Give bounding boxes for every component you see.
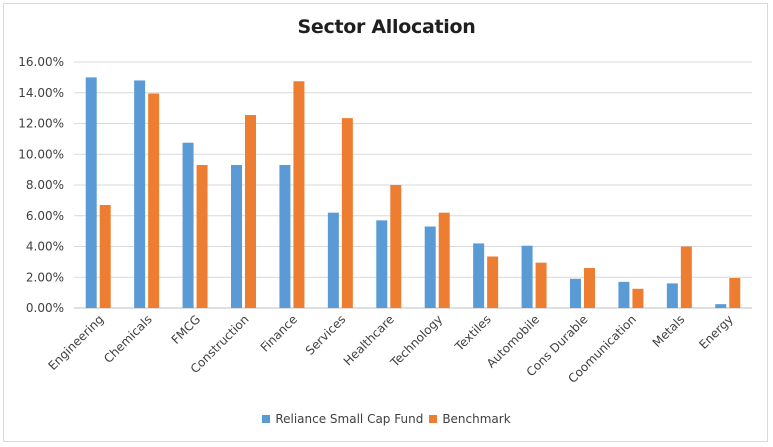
legend-label-fund: Reliance Small Cap Fund [275,412,424,426]
bar-benchmark [729,278,741,308]
bar-benchmark [632,288,644,308]
legend-swatch-fund [262,415,271,423]
bars [85,77,741,309]
x-tick-label: Textiles [452,312,494,354]
x-tick-label: Engineering [46,312,107,373]
x-tick-label: Chemicals [101,312,155,366]
bar-benchmark [487,256,499,308]
x-tick-label: FMCG [169,312,204,347]
bar-fund [666,283,678,308]
y-tick-label: 14.00% [18,86,64,100]
y-tick-label: 2.00% [26,270,64,284]
legend-item-fund: Reliance Small Cap Fund [262,412,423,426]
bar-fund [231,165,242,308]
bar-benchmark [438,212,450,308]
y-tick-label: 4.00% [26,240,64,254]
chart-title: Sector Allocation [297,16,476,38]
bar-benchmark [196,165,208,308]
bar-fund [182,142,194,308]
legend-swatch-benchmark [429,415,438,423]
bar-fund [85,77,97,308]
legend-label-benchmark: Benchmark [442,412,511,426]
bar-fund [424,226,436,308]
x-tick-label: Energy [696,312,736,352]
bar-benchmark [584,268,595,308]
legend-item-benchmark: Benchmark [429,412,511,426]
x-tick-label: Finance [258,312,300,354]
bar-fund [715,304,727,308]
bar-benchmark [99,204,111,308]
bar-fund [618,281,630,308]
bar-fund [376,220,388,308]
bar-fund [570,278,581,308]
legend: Reliance Small Cap Fund Benchmark [0,412,773,426]
y-tick-label: 8.00% [26,178,64,192]
bar-fund [134,80,146,308]
bar-benchmark [148,93,160,308]
x-tick-label: Metals [650,312,688,350]
y-tick-label: 16.00% [18,55,64,69]
bar-fund [473,243,485,308]
y-tick-label: 10.00% [18,147,64,161]
x-tick-label: Services [303,312,349,358]
bar-benchmark [535,262,547,308]
bar-benchmark [293,81,305,308]
y-tick-label: 0.00% [26,301,64,315]
bar-fund [521,245,533,308]
bar-benchmark [680,246,692,308]
bar-fund [327,212,339,308]
gridlines [74,61,752,309]
x-tick-label: Technology [387,312,445,370]
bar-fund [279,165,291,308]
bar-benchmark [245,115,256,308]
bar-benchmark [341,118,353,309]
y-tick-label: 6.00% [26,209,64,223]
y-tick-label: 12.00% [18,117,64,131]
bar-benchmark [390,185,402,308]
y-axis-tick-labels: 0.00% 2.00% 4.00% 6.00% 8.00% 10.00% 12.00% 14.… [18,55,64,315]
